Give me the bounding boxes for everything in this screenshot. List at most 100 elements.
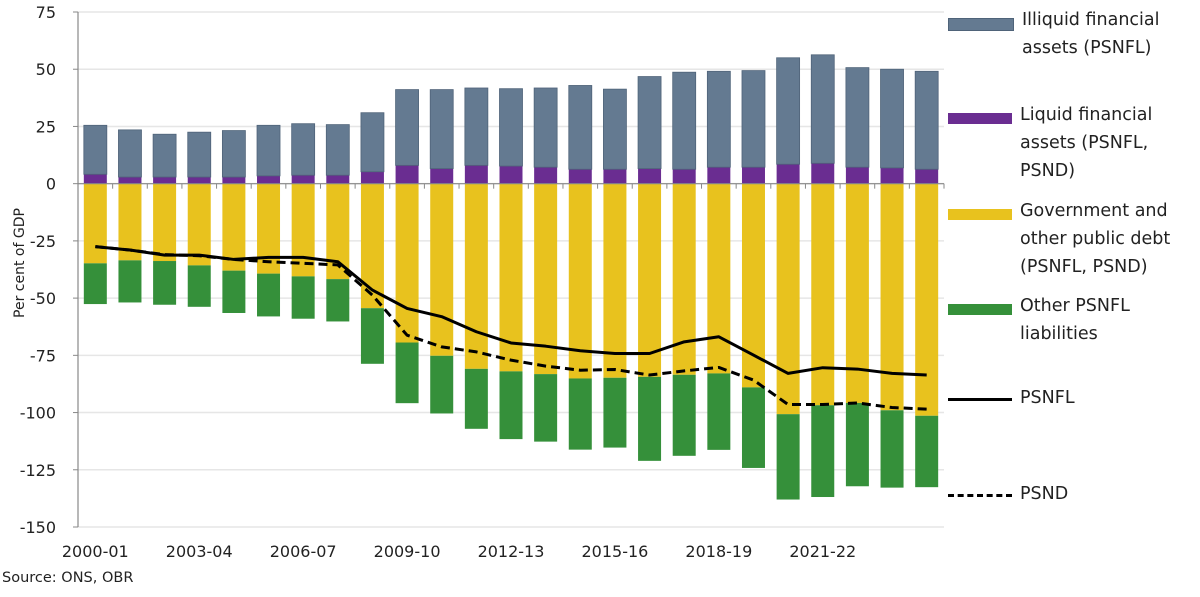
y-tick-label: 75 — [36, 3, 56, 22]
bar-government — [672, 183, 696, 375]
bar-illiquid — [741, 70, 766, 168]
x-tick-label: 2003-04 — [166, 542, 233, 561]
bar-liquid — [464, 165, 488, 184]
bar-liquid — [187, 177, 211, 184]
bar-illiquid — [845, 67, 870, 168]
x-tick-label: 2000-01 — [62, 542, 129, 561]
bar-illiquid — [429, 89, 454, 169]
bar-illiquid — [152, 133, 177, 178]
bar-illiquid — [637, 76, 662, 169]
bar-government — [741, 183, 765, 388]
bar-liquid — [603, 169, 627, 184]
legend-item-debt: Government and other public debt (PSNFL,… — [948, 197, 1190, 281]
bar-liquid — [534, 167, 558, 184]
bar-government — [499, 183, 523, 372]
y-tick-label: -125 — [20, 461, 56, 480]
bar-government — [360, 183, 384, 309]
bar-government — [187, 183, 211, 266]
bar-other — [534, 374, 558, 442]
bar-liquid — [257, 175, 281, 184]
bar-illiquid — [810, 54, 835, 164]
bar-illiquid — [914, 70, 939, 170]
bar-liquid — [845, 167, 869, 184]
bar-illiquid — [706, 70, 731, 168]
bar-other — [360, 308, 384, 364]
bar-other — [845, 402, 869, 487]
chart-plot: 75 50 25 0 -25 -50 -75 -100 -125 -150 2000-01 2003-… — [20, 3, 945, 561]
bar-illiquid — [118, 129, 142, 178]
bar-liquid — [222, 177, 246, 184]
bar-other — [83, 263, 107, 305]
bar-illiquid — [83, 124, 108, 175]
bar-government — [776, 183, 800, 415]
bar-illiquid — [325, 124, 350, 176]
bar-liquid — [568, 169, 592, 184]
legend-item-psnfl: PSNFL — [948, 384, 1190, 412]
bar-liquid — [118, 177, 142, 184]
bar-government — [118, 183, 142, 261]
legend-swatch-other — [948, 304, 1012, 315]
bar-liquid — [707, 167, 731, 184]
bar-other — [153, 261, 177, 305]
x-tick-label: 2009-10 — [374, 542, 441, 561]
bar-other — [291, 276, 315, 319]
bar-illiquid — [464, 87, 489, 166]
x-tick-label: 2012-13 — [478, 542, 545, 561]
bar-illiquid — [499, 88, 523, 167]
bar-other — [326, 279, 350, 322]
bar-other — [568, 378, 592, 450]
bar-other — [499, 371, 523, 440]
bar-illiquid — [291, 123, 316, 176]
bar-other — [118, 260, 142, 303]
bar-illiquid — [568, 85, 593, 170]
bar-other — [707, 373, 731, 450]
bar-other — [395, 342, 419, 404]
x-tick-label: 2015-16 — [581, 542, 648, 561]
legend-label-psnd: PSND — [1020, 484, 1069, 504]
bar-illiquid — [395, 89, 419, 166]
legend-label-liquid: Liquid financial assets (PSNFL, PSND) — [1020, 105, 1153, 181]
bar-government — [257, 183, 281, 274]
x-tick-label: 2021-22 — [789, 542, 856, 561]
y-tick-label: -25 — [30, 232, 56, 251]
bar-other — [638, 376, 662, 461]
bar-illiquid — [360, 112, 385, 173]
bar-liquid — [880, 167, 904, 184]
bar-illiquid — [533, 87, 558, 168]
y-tick-label: 0 — [46, 175, 56, 194]
bar-government — [291, 183, 315, 277]
y-tick-label: 25 — [36, 117, 56, 136]
bar-other — [741, 387, 765, 468]
bar-liquid — [672, 169, 696, 184]
bar-other — [464, 368, 488, 429]
bar-other — [187, 265, 211, 307]
y-tick-label: -75 — [30, 346, 56, 365]
bar-liquid — [915, 169, 939, 184]
bar-government — [811, 183, 835, 406]
bar-illiquid — [880, 68, 904, 169]
y-axis-label: Per cent of GDP — [12, 208, 28, 318]
bar-other — [672, 374, 696, 456]
bar-government — [707, 183, 731, 374]
y-tick-label: -100 — [20, 404, 56, 423]
bar-other — [222, 270, 246, 313]
legend-swatch-debt — [948, 209, 1012, 220]
bar-other — [880, 410, 904, 488]
x-tick-label: 2018-19 — [685, 542, 752, 561]
legend-item-psnd: PSND — [948, 480, 1190, 508]
bar-government — [464, 183, 488, 369]
bar-illiquid — [603, 88, 627, 170]
bar-government — [915, 183, 939, 416]
bar-government — [880, 183, 904, 411]
legend-swatch-illiquid — [948, 18, 1014, 31]
bar-liquid — [153, 177, 177, 184]
legend-swatch-psnfl — [948, 398, 1012, 401]
legend-swatch-liquid — [948, 113, 1012, 124]
bar-liquid — [360, 171, 384, 184]
bar-liquid — [499, 166, 523, 184]
bar-government — [638, 183, 662, 377]
bar-liquid — [326, 175, 350, 184]
bar-government — [83, 183, 107, 264]
bar-government — [153, 183, 177, 262]
bar-government — [395, 183, 419, 343]
